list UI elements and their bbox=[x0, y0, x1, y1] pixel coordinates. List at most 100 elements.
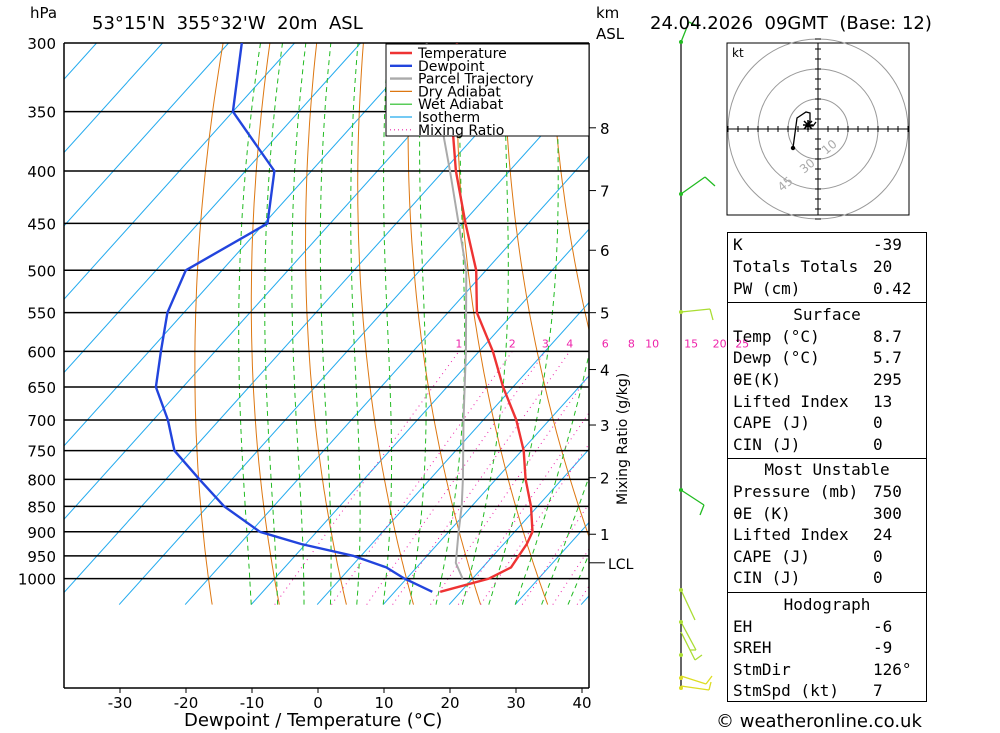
isotherm-line bbox=[64, 43, 163, 154]
index-label: CIN (J) bbox=[733, 435, 801, 454]
km-tick-label: 7 bbox=[600, 183, 610, 201]
mixing-ratio-value-label: 4 bbox=[566, 337, 573, 350]
index-value: 20 bbox=[873, 257, 893, 276]
index-value: 0 bbox=[873, 547, 883, 566]
dry-adiabat-line bbox=[550, 43, 589, 333]
wind-barb bbox=[680, 176, 716, 195]
isotherm-line bbox=[250, 228, 589, 605]
index-value: -9 bbox=[873, 638, 893, 657]
index-label: CAPE (J) bbox=[733, 413, 811, 432]
wind-barb bbox=[680, 675, 713, 685]
index-label: EH bbox=[733, 617, 753, 636]
index-row: Lifted Index 13 bbox=[733, 392, 922, 414]
wind-barb bbox=[680, 631, 703, 661]
index-label: StmSpd (kt) bbox=[733, 681, 839, 700]
index-value: 0 bbox=[873, 413, 883, 432]
wind-barb-dot bbox=[679, 653, 683, 657]
pressure-tick-labels: 300 350 400 450 500 550 600 650 700 750 800 850 900 9… bbox=[18, 35, 56, 589]
index-value: 750 bbox=[873, 482, 902, 501]
index-row: θE(K) 295 bbox=[733, 370, 922, 392]
km-tick-label: 3 bbox=[600, 417, 610, 435]
dry-adiabat-line bbox=[407, 43, 482, 605]
pressure-tick-label: 600 bbox=[27, 343, 56, 361]
dry-adiabat-line bbox=[972, 43, 1000, 605]
asl-unit-label: ASL bbox=[596, 25, 625, 43]
pressure-tick-label: 450 bbox=[27, 215, 56, 233]
legend-entry: Dry Adiabat bbox=[418, 84, 501, 100]
index-row: CAPE (J) 0 bbox=[733, 547, 922, 569]
isotherm-line bbox=[0, 43, 31, 605]
pressure-tick-label: 350 bbox=[27, 104, 56, 122]
index-row: Pressure (mb) 750 bbox=[733, 482, 922, 504]
x-tick-label: 20 bbox=[440, 694, 459, 712]
hodograph-unit: kt bbox=[732, 46, 744, 60]
legend-entry: Dewpoint bbox=[418, 59, 485, 75]
legend-entry: Mixing Ratio bbox=[418, 123, 504, 139]
wet-adiabat-line bbox=[264, 43, 283, 605]
pressure-tick-label: 900 bbox=[27, 524, 56, 542]
dry-adiabat-line bbox=[503, 43, 589, 539]
index-value: 13 bbox=[873, 392, 893, 411]
index-row: Temp (°C) 8.7 bbox=[733, 327, 922, 349]
wind-barb-dot bbox=[679, 192, 683, 196]
legend-entry: Wet Adiabat bbox=[418, 97, 504, 113]
indices-table: K -39 Totals Totals 20 PW (cm) 0.42 Surface… bbox=[727, 232, 927, 702]
mixing-ratio-axis-label: Mixing Ratio (g/kg) bbox=[615, 373, 631, 505]
hodograph-trace bbox=[792, 111, 817, 149]
pressure-tick-label: 800 bbox=[27, 471, 56, 489]
index-value: 24 bbox=[873, 525, 893, 544]
index-label: Pressure (mb) bbox=[733, 482, 859, 501]
isobar-lines bbox=[63, 42, 590, 689]
wind-barb-dot bbox=[679, 620, 683, 624]
legend-entry: Temperature bbox=[417, 46, 507, 62]
datetime-title: 24.04.2026 09GMT (Base: 12) bbox=[650, 13, 932, 34]
wet-adiabat-line bbox=[409, 43, 427, 605]
index-value: 300 bbox=[873, 504, 902, 523]
wind-barb-dot bbox=[679, 686, 683, 690]
x-axis-label: Dewpoint / Temperature (°C) bbox=[184, 710, 442, 731]
mixing-ratio-line bbox=[521, 502, 589, 605]
km-tick-label: 4 bbox=[600, 362, 610, 380]
temperature-tick-labels: -30 -20 -10 0 10 20 30 40 bbox=[108, 688, 592, 712]
km-unit-label: km bbox=[596, 4, 619, 22]
hodograph-heading: Hodograph bbox=[783, 595, 871, 614]
mixing-ratio-line bbox=[392, 351, 571, 605]
mixing-ratio-value-label: 15 bbox=[684, 337, 698, 350]
index-row: StmSpd (kt) 7 bbox=[733, 681, 922, 703]
wind-barb-dot bbox=[679, 40, 683, 44]
index-label: Temp (°C) bbox=[733, 327, 820, 346]
km-tick-label: 5 bbox=[600, 305, 610, 323]
x-tick-label: 0 bbox=[313, 694, 323, 712]
mixing-ratio-value-label: 20 bbox=[713, 337, 727, 350]
mixing-ratio-value-label: 2 bbox=[509, 337, 516, 350]
pressure-tick-label: 950 bbox=[27, 548, 56, 566]
index-value: 126° bbox=[873, 660, 912, 679]
index-value: -39 bbox=[873, 235, 902, 254]
mixing-ratio-line bbox=[552, 548, 589, 605]
index-label: θE (K) bbox=[733, 504, 791, 523]
x-tick-label: 30 bbox=[506, 694, 525, 712]
dry-adiabat-line bbox=[250, 43, 280, 605]
index-label: StmDir bbox=[733, 660, 791, 679]
index-row: CIN (J) 0 bbox=[733, 435, 922, 457]
wet-adiabat-line bbox=[238, 43, 261, 605]
lcl-label: LCL bbox=[608, 557, 634, 573]
x-tick-label: -10 bbox=[240, 694, 265, 712]
legend-entry: Isotherm bbox=[418, 110, 480, 126]
wet-adiabat-line bbox=[567, 552, 589, 605]
pressure-tick-label: 850 bbox=[27, 498, 56, 516]
mixing-ratio-line bbox=[366, 351, 546, 605]
mixing-ratio-value-label: 10 bbox=[645, 337, 659, 350]
mixing-ratio-value-label: 8 bbox=[628, 337, 635, 350]
mixing-ratio-value-label: 3 bbox=[542, 337, 549, 350]
index-row: Totals Totals 20 bbox=[733, 257, 922, 279]
index-label: CIN (J) bbox=[733, 568, 801, 587]
dry-adiabat-line bbox=[357, 43, 414, 605]
index-value: 8.7 bbox=[873, 327, 902, 346]
index-row: θE (K) 300 bbox=[733, 504, 922, 526]
km-tick-label: 6 bbox=[600, 242, 610, 260]
wind-barbs bbox=[679, 21, 716, 691]
index-row: StmDir 126° bbox=[733, 660, 922, 682]
wet-adiabat-line bbox=[461, 43, 509, 605]
index-row: CIN (J) 0 bbox=[733, 568, 922, 590]
